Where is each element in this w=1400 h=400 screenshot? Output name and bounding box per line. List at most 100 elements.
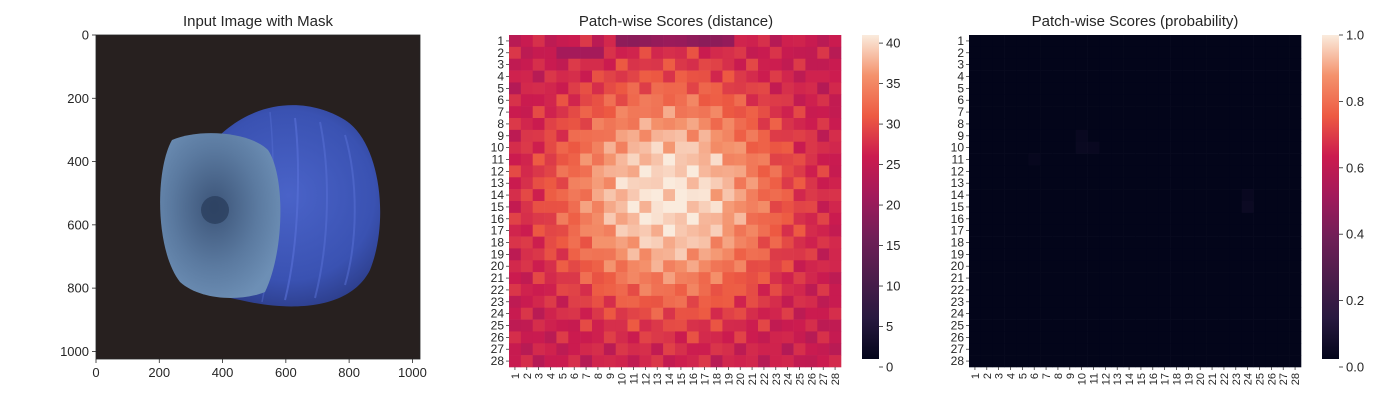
heatmap-cell <box>1253 224 1266 237</box>
heatmap-cell <box>627 177 640 190</box>
heatmap-cell <box>1099 343 1112 356</box>
heatmap-cell <box>568 129 581 143</box>
heatmap-cell <box>1182 82 1195 95</box>
heatmap-cell <box>1194 189 1207 202</box>
heatmap-cell <box>1253 129 1266 143</box>
heatmap-cell <box>1123 295 1136 309</box>
heatmap-cell <box>1052 177 1065 190</box>
heatmap-cell <box>592 189 605 202</box>
heatmap-cell <box>532 248 545 261</box>
heatmap-cell <box>1028 343 1041 356</box>
heatmap-cell <box>1135 319 1148 332</box>
heatmap-cell <box>793 141 806 154</box>
row-tick-label: 28 <box>951 354 965 368</box>
heatmap-cell <box>1087 46 1100 60</box>
heatmap-cell <box>663 319 676 332</box>
heatmap-cell <box>686 248 700 261</box>
heatmap-cell <box>556 343 569 356</box>
heatmap-cell <box>1087 153 1100 166</box>
heatmap-cell <box>1123 248 1136 261</box>
col-tick-label: 26 <box>1266 373 1278 385</box>
heatmap-cell <box>722 224 735 237</box>
heatmap-cell <box>556 58 569 71</box>
heatmap-distance-col-labels: 1 2 3 4 5 6 7 8 9 10 11 12 13 14 15 16 17 18 19 20 21 22 23 24 2… <box>510 367 842 385</box>
heatmap-cell <box>1111 236 1124 249</box>
heatmap-cell <box>1277 295 1290 309</box>
heatmap-cell <box>1265 343 1278 356</box>
heatmap-cell <box>627 224 640 237</box>
heatmap-cell <box>556 260 569 273</box>
heatmap-cell <box>1135 70 1148 83</box>
heatmap-cell <box>651 295 664 309</box>
heatmap-cell <box>509 355 522 368</box>
heatmap-cell <box>992 319 1005 332</box>
heatmap-cell <box>627 295 640 309</box>
heatmap-cell <box>969 46 982 60</box>
heatmap-cell <box>992 165 1005 178</box>
heatmap-cell <box>675 272 688 285</box>
heatmap-cell <box>686 82 700 95</box>
col-tick-label: 5 <box>1017 373 1029 379</box>
heatmap-cell <box>1016 201 1029 214</box>
heatmap-cell <box>781 343 794 356</box>
heatmap-cell <box>746 129 759 143</box>
heatmap-cell <box>1052 260 1065 273</box>
heatmap-cell <box>1265 118 1278 131</box>
heatmap-cell <box>639 319 652 332</box>
heatmap-cell <box>556 212 569 226</box>
heatmap-cell <box>556 295 569 309</box>
heatmap-cell <box>698 248 711 261</box>
heatmap-cell <box>615 319 628 332</box>
heatmap-cell <box>1004 46 1017 60</box>
heatmap-cell <box>1253 212 1266 226</box>
heatmap-cell <box>532 212 545 226</box>
heatmap-cell <box>1146 94 1160 107</box>
heatmap-cell <box>1229 236 1243 249</box>
col-tick-label: 18 <box>1172 373 1184 385</box>
heatmap-cell <box>592 82 605 95</box>
heatmap-cell <box>829 201 842 214</box>
heatmap-cell <box>829 82 842 95</box>
heatmap-cell <box>1075 165 1088 178</box>
heatmap-cell <box>1146 177 1160 190</box>
heatmap-cell <box>1052 129 1065 143</box>
heatmap-cell <box>793 118 806 131</box>
heatmap-cell <box>1241 284 1254 297</box>
heatmap-cell <box>1016 82 1029 95</box>
heatmap-cell <box>1016 189 1029 202</box>
heatmap-cell <box>1265 236 1278 249</box>
heatmap-cell <box>1253 46 1266 60</box>
heatmap-cell <box>580 106 593 119</box>
heatmap-cell <box>1146 295 1160 309</box>
heatmap-cell <box>1063 343 1077 356</box>
heatmap-cell <box>675 248 688 261</box>
heatmap-cell <box>1123 58 1136 71</box>
heatmap-cell <box>1253 201 1266 214</box>
heatmap-cell <box>509 153 522 166</box>
heatmap-cell <box>829 46 842 60</box>
heatmap-cell <box>1170 319 1183 332</box>
heatmap-cell <box>722 82 735 95</box>
heatmap-cell <box>1040 189 1053 202</box>
heatmap-cell <box>1063 248 1077 261</box>
heatmap-cell <box>1087 248 1100 261</box>
heatmap-cell <box>817 118 830 131</box>
heatmap-cell <box>1265 224 1278 237</box>
heatmap-cell <box>1087 331 1100 344</box>
heatmap-cell <box>1289 248 1302 261</box>
heatmap-cell <box>817 189 830 202</box>
row-tick-label: 23 <box>491 295 505 309</box>
heatmap-cell <box>1040 82 1053 95</box>
heatmap-cell <box>805 319 818 332</box>
heatmap-cell <box>544 118 557 131</box>
heatmap-cell <box>1265 153 1278 166</box>
heatmap-cell <box>817 307 830 320</box>
heatmap-cell <box>1111 129 1124 143</box>
heatmap-cell <box>710 355 723 368</box>
heatmap-cell <box>992 295 1005 309</box>
heatmap-cell <box>1206 46 1219 60</box>
heatmap-cell <box>1111 248 1124 261</box>
heatmap-cell <box>580 46 593 60</box>
heatmap-cell <box>734 319 747 332</box>
heatmap-cell <box>1040 260 1053 273</box>
